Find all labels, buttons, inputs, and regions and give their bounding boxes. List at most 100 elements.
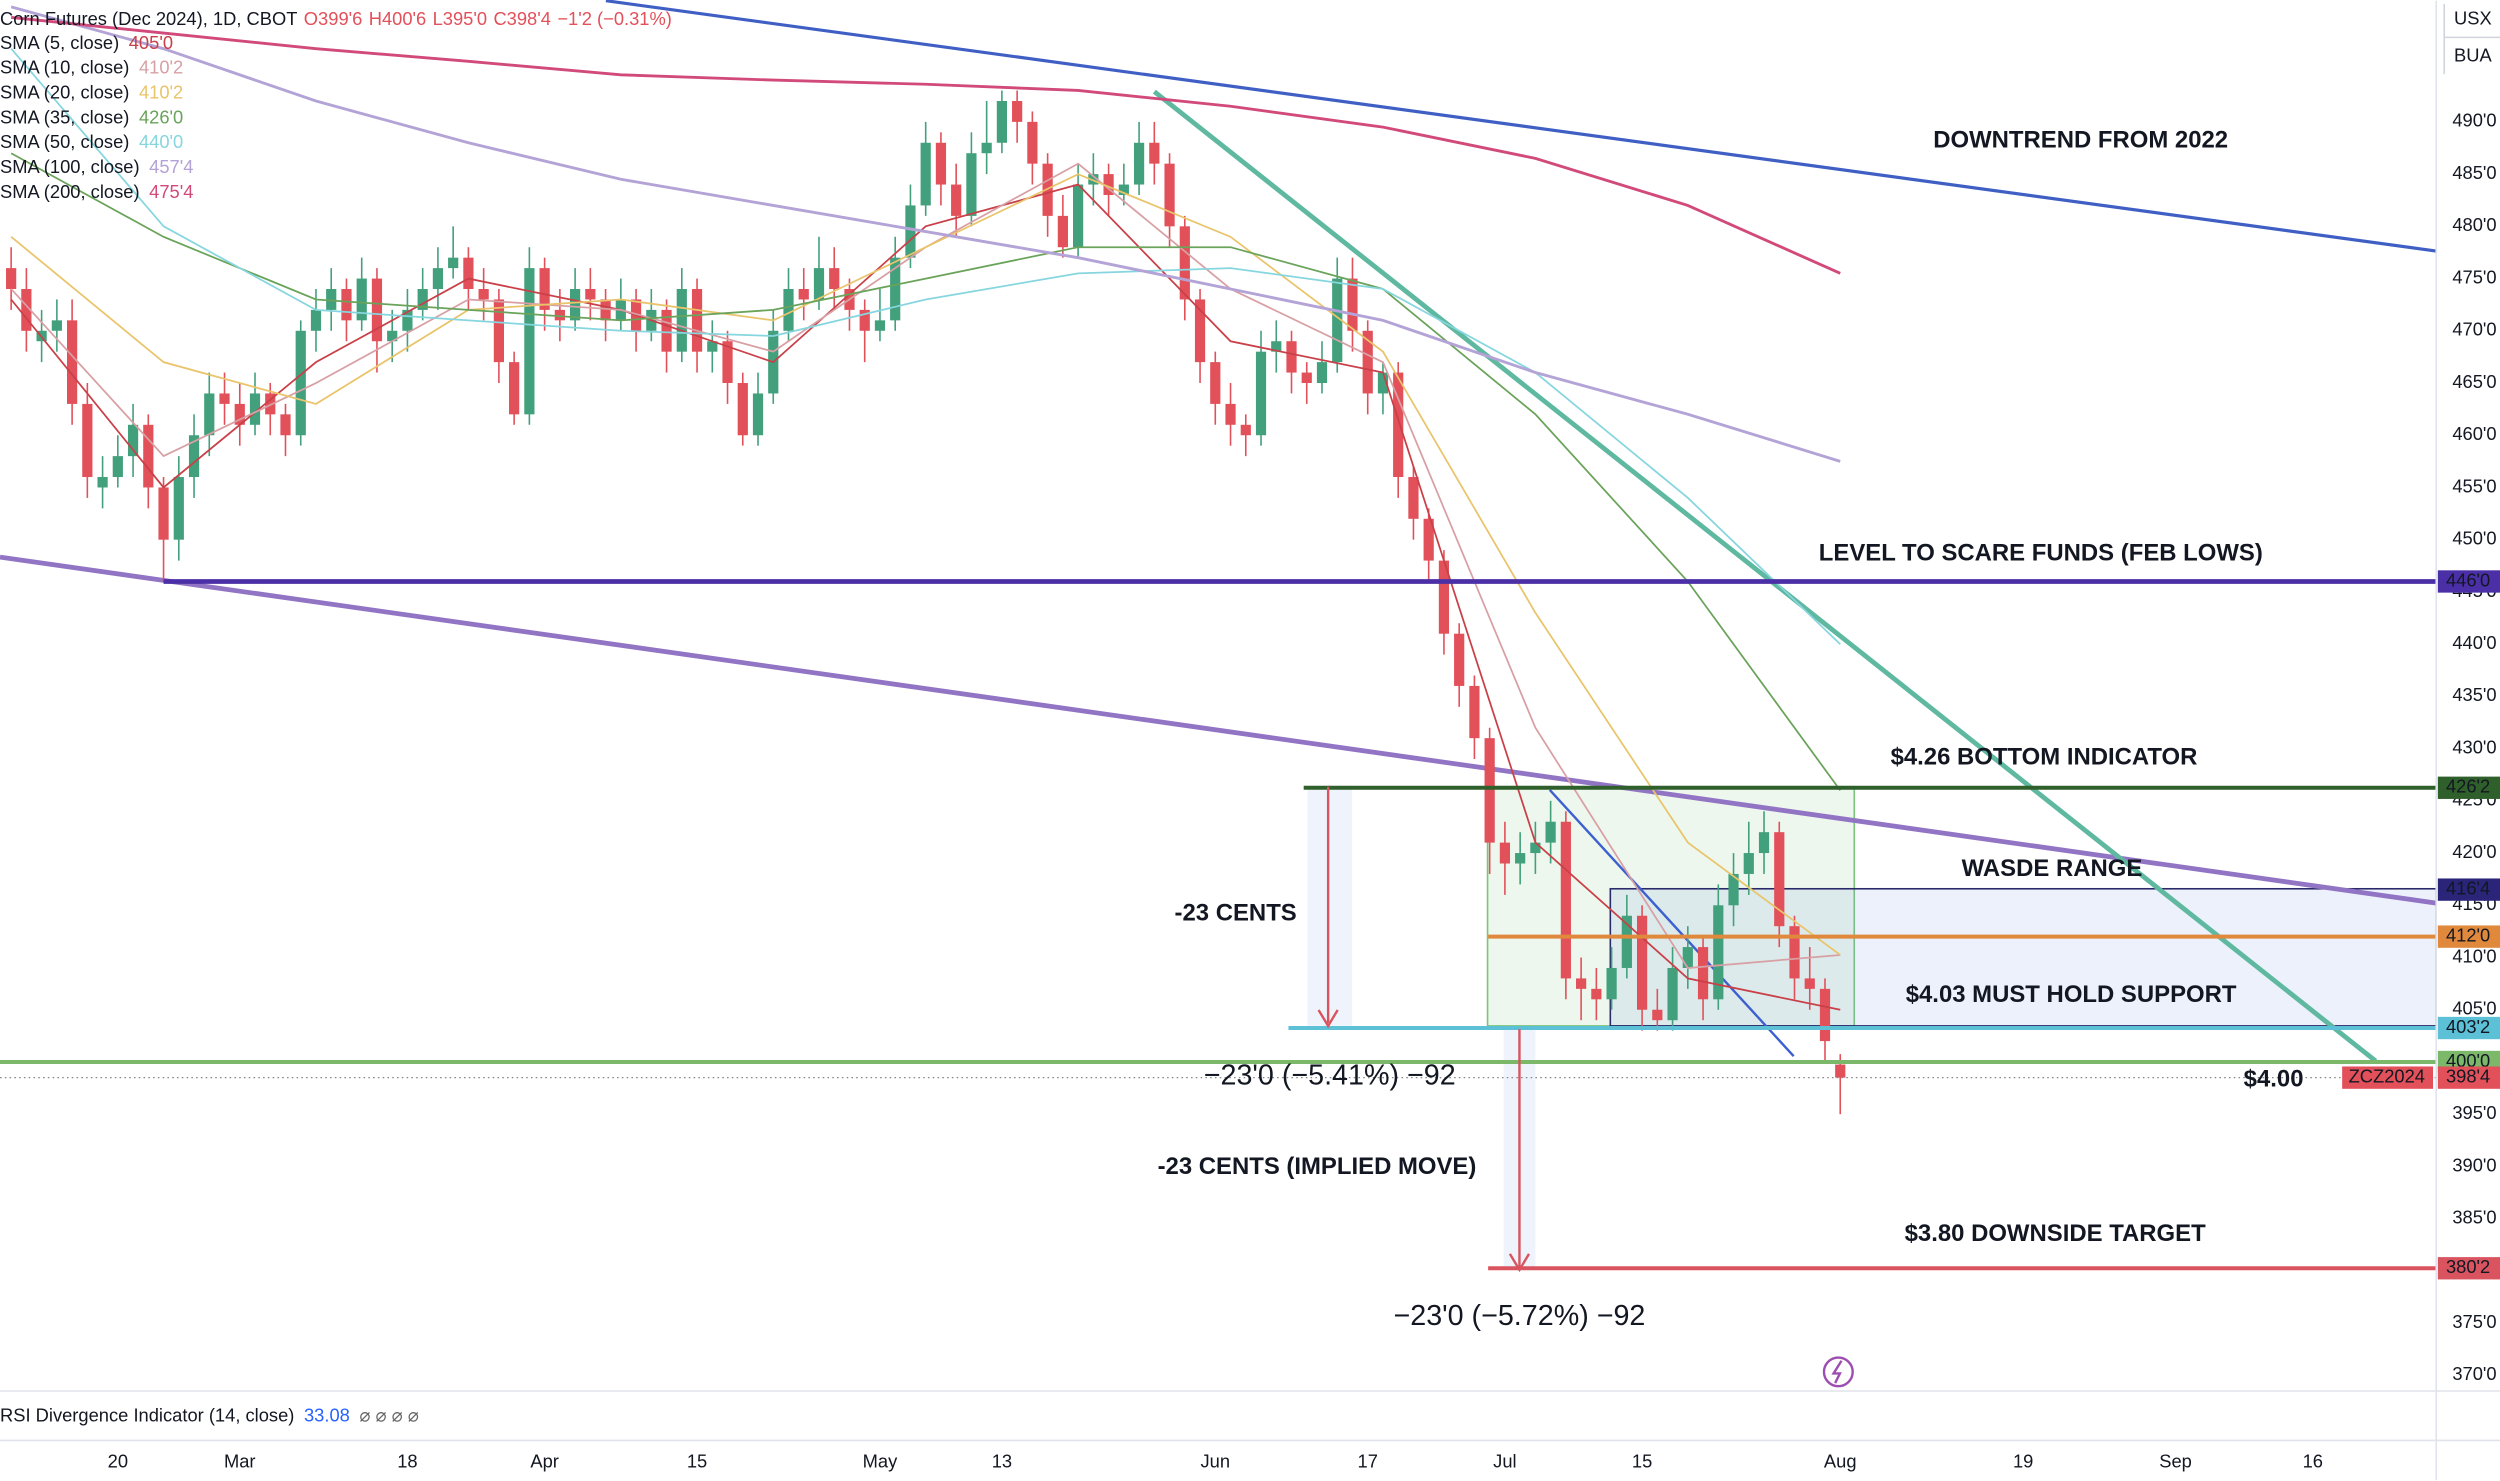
legend-name: SMA (20, close): [0, 81, 129, 102]
legend-value: 475'4: [149, 181, 193, 202]
candle-body: [966, 153, 977, 216]
y-tick-label: 460'0: [2452, 423, 2496, 444]
legend-value: 440'0: [139, 131, 183, 152]
candle-body: [1286, 341, 1297, 373]
indicator-legend[interactable]: RSI Divergence Indicator (14, close) 33.0…: [0, 1404, 419, 1425]
legend-entry[interactable]: SMA (50, close) 440'0: [0, 131, 183, 152]
y-tick-label: 370'0: [2452, 1363, 2496, 1384]
measure-box: [1307, 786, 1353, 1026]
level-label-box: [2437, 925, 2500, 948]
arrow-head: [1317, 1009, 1339, 1029]
candle-body: [51, 320, 62, 331]
candle-body: [1835, 1064, 1846, 1078]
candle-body: [1103, 174, 1114, 195]
legend-entry[interactable]: SMA (200, close) 475'4: [0, 181, 193, 202]
candle-body: [905, 205, 916, 258]
indicator-name: RSI Divergence Indicator (14, close): [0, 1404, 294, 1425]
candle-body: [1454, 633, 1465, 686]
plot: [0, 5, 2437, 1271]
annotations: DOWNTREND FROM 2022 LEVEL TO SCARE FUNDS…: [1158, 126, 2304, 1388]
candle-body: [1591, 988, 1602, 1000]
candle-body: [326, 289, 337, 310]
candle-body: [585, 289, 596, 300]
legend-name: SMA (10, close): [0, 56, 129, 77]
legend-entry[interactable]: SMA (20, close) 410'2: [0, 81, 183, 102]
candle-body: [890, 257, 901, 321]
drawings: [0, 0, 2438, 1270]
legend-name: SMA (35, close): [0, 106, 129, 127]
candle-body: [600, 299, 611, 321]
y-tick-label: 385'0: [2452, 1207, 2496, 1228]
x-tick-label: 16: [2303, 1451, 2323, 1472]
trend-line: [605, 0, 2437, 253]
ohlc-high: H400'6: [369, 8, 427, 29]
candle-body: [1682, 947, 1693, 968]
candle-body: [570, 289, 581, 321]
candle-body: [539, 268, 550, 310]
trend-line: [0, 554, 2437, 906]
x-tick-label: Aug: [1824, 1451, 1857, 1472]
ohlc-open: O399'6: [304, 8, 363, 29]
candle-body: [417, 289, 428, 310]
measure-label: −23'0 (−5.41%) −92: [1204, 1059, 1456, 1091]
legend-entry[interactable]: SMA (100, close) 457'4: [0, 156, 193, 177]
ohlc-change: −1'2 (−0.31%): [557, 8, 672, 29]
candle-body: [935, 142, 947, 185]
candle-body: [1621, 915, 1632, 968]
legend-entry[interactable]: SMA (35, close) 426'0: [0, 106, 183, 127]
sma-line: [10, 5, 1841, 463]
alert-icon[interactable]: [1822, 1356, 1854, 1388]
candle-body: [996, 100, 1007, 143]
candle-body: [1499, 842, 1511, 864]
level-label: 416'4: [2446, 877, 2490, 898]
candle-body: [1118, 184, 1129, 195]
candle-body: [249, 393, 261, 425]
y-tick-label: 450'0: [2452, 528, 2496, 549]
annotation: $3.80 DOWNSIDE TARGET: [1905, 1220, 2206, 1247]
level-label-box: [2437, 570, 2500, 593]
last-price-box: [2437, 1066, 2500, 1089]
last-price-label: 398'4: [2446, 1065, 2490, 1086]
legend-entry[interactable]: SMA (10, close) 410'2: [0, 56, 183, 77]
legend-name: SMA (50, close): [0, 131, 129, 152]
candle-body: [752, 393, 764, 436]
y-tick-label: 470'0: [2452, 319, 2496, 340]
legend-entry[interactable]: SMA (5, close) 405'0: [0, 32, 173, 53]
candle-body: [707, 341, 718, 352]
candle-body: [1697, 947, 1709, 1000]
candle-body: [295, 330, 306, 436]
sma-line: [10, 152, 1841, 791]
level-label: 412'0: [2446, 924, 2490, 945]
candle-body: [981, 142, 992, 154]
candle-body: [402, 309, 413, 331]
x-tick-label: 19: [2013, 1451, 2033, 1472]
y-tick-label: 390'0: [2452, 1154, 2496, 1175]
candle-body: [1225, 403, 1236, 425]
candle-body: [676, 289, 687, 352]
header: Corn Futures (Dec 2024), 1D, CBOT O399'6 H…: [0, 8, 672, 29]
currency[interactable]: USX: [2454, 8, 2492, 29]
candle-body: [387, 330, 398, 342]
candle-body: [1271, 341, 1282, 352]
candle-body: [6, 268, 17, 290]
level-label-box: [2437, 1016, 2500, 1040]
legend-name: SMA (200, close): [0, 181, 140, 202]
symbol-title: Corn Futures (Dec 2024), 1D, CBOT: [0, 8, 297, 29]
x-tick-label: Mar: [224, 1451, 256, 1472]
candle-body: [1484, 738, 1495, 843]
candle-body: [1088, 174, 1099, 185]
y-tick-label: 435'0: [2452, 684, 2496, 705]
candle-body: [1073, 184, 1084, 248]
y-tick-label: 410'0: [2452, 945, 2496, 966]
candle-body: [1408, 477, 1419, 519]
candle-body: [448, 257, 459, 269]
candle-body: [1301, 372, 1312, 384]
legend-value: 410'2: [139, 56, 183, 77]
unit[interactable]: BUA: [2454, 44, 2492, 65]
x-tick-label: Apr: [530, 1451, 559, 1472]
y-tick-label: 405'0: [2452, 998, 2496, 1019]
candle-body: [509, 362, 520, 415]
wasde-box: [1609, 887, 2438, 1027]
arrow-head: [1508, 1253, 1531, 1273]
